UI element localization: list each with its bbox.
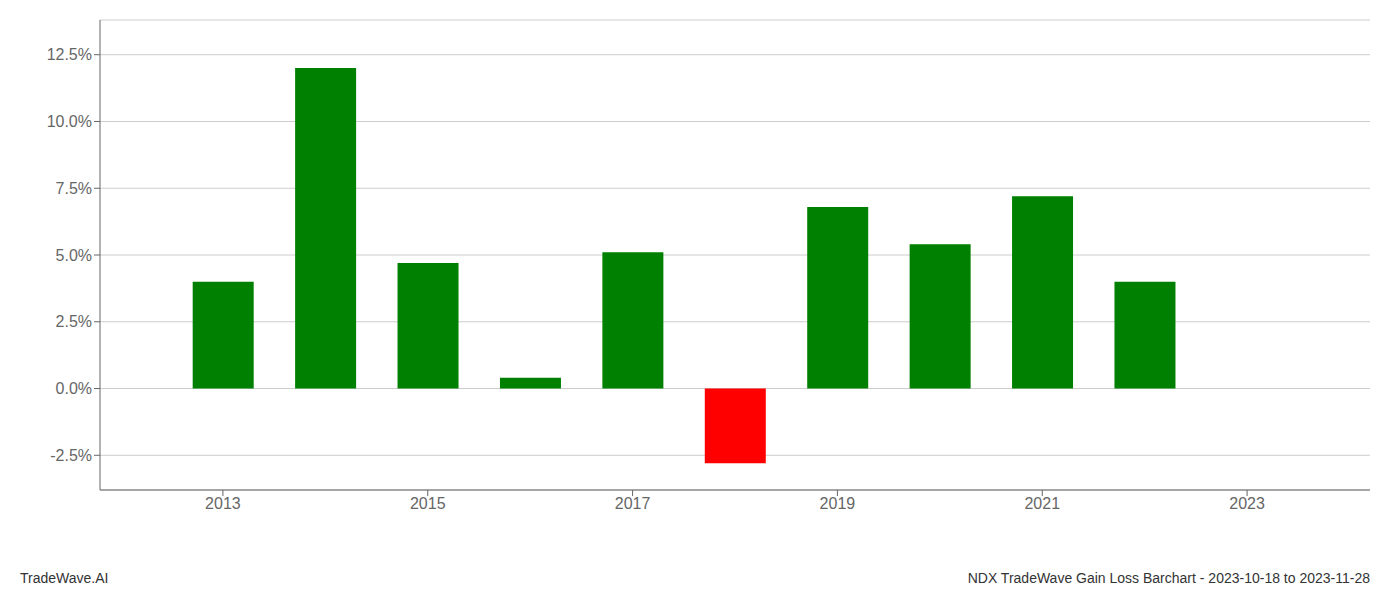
- svg-text:0.0%: 0.0%: [56, 380, 92, 397]
- svg-text:5.0%: 5.0%: [56, 247, 92, 264]
- svg-text:12.5%: 12.5%: [47, 46, 92, 63]
- svg-text:2015: 2015: [410, 495, 446, 512]
- svg-text:-2.5%: -2.5%: [50, 447, 92, 464]
- svg-text:2013: 2013: [205, 495, 241, 512]
- svg-text:2.5%: 2.5%: [56, 313, 92, 330]
- svg-text:7.5%: 7.5%: [56, 180, 92, 197]
- svg-text:2019: 2019: [820, 495, 856, 512]
- svg-text:2023: 2023: [1229, 495, 1265, 512]
- html-text:NDX TradeWave Gain Loss Barcha: NDX TradeWave Gain Loss Barchart - 2023-…: [967, 570, 1370, 586]
- html-text:TradeWave.AI: TradeWave.AI: [20, 570, 109, 586]
- svg-text:2021: 2021: [1024, 495, 1060, 512]
- svg-text:10.0%: 10.0%: [47, 113, 92, 130]
- svg-text:2017: 2017: [615, 495, 651, 512]
